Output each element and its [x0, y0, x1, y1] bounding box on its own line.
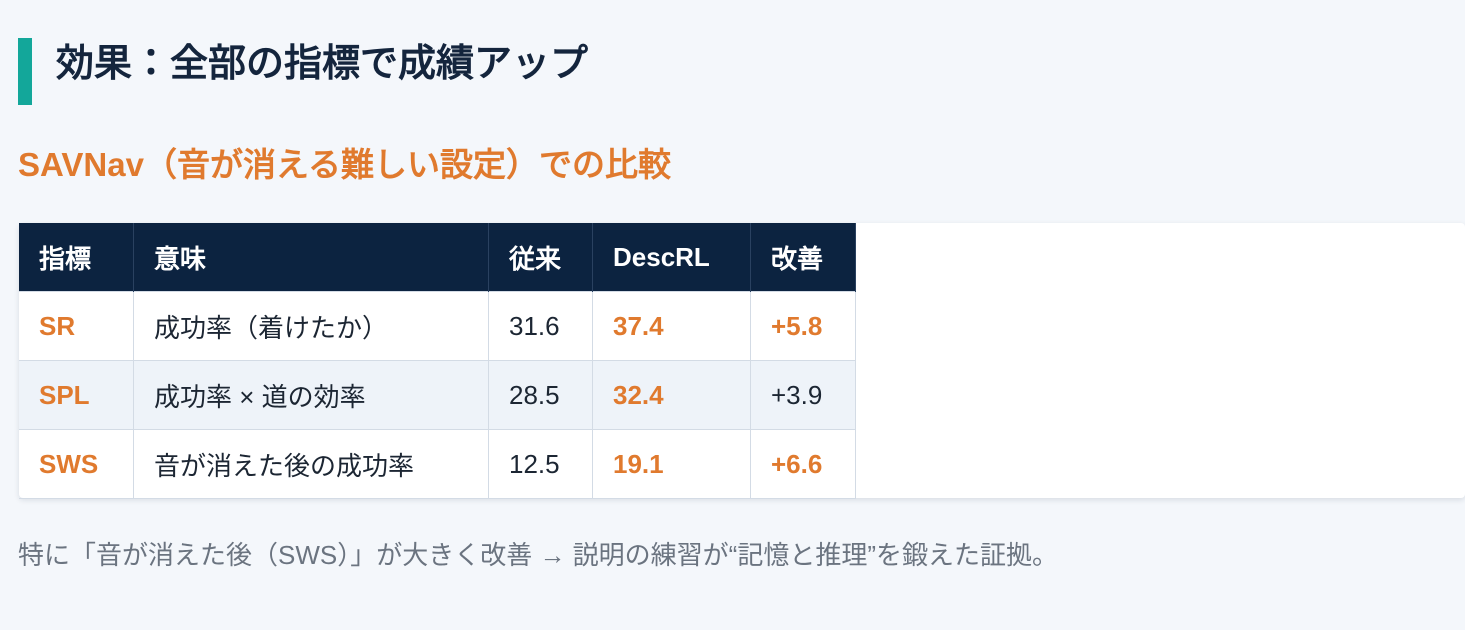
cell: 成功率 × 道の効率 — [133, 360, 489, 430]
row: SWS 音が消えた後の成功率 12.5 19.1 +6.6 — [19, 429, 856, 499]
cell: 32.4 — [592, 360, 751, 430]
cell: +5.8 — [750, 291, 856, 361]
cell: 28.5 — [488, 360, 593, 430]
cell: +3.9 — [750, 360, 856, 430]
title: 効果：全部の指標で成績アップ — [56, 43, 589, 85]
column-header: 意味 — [133, 223, 489, 292]
cell: 31.6 — [488, 291, 593, 361]
column-header: 指標 — [19, 223, 134, 292]
cell: +6.6 — [750, 429, 856, 499]
accent-bar — [18, 38, 32, 105]
cell: 19.1 — [592, 429, 751, 499]
cell: SPL — [19, 360, 134, 430]
cell: 37.4 — [592, 291, 751, 361]
column-header: DescRL — [592, 223, 751, 292]
column-header: 改善 — [750, 223, 856, 292]
table-card: 指標 意味 従来 DescRL 改善 SR 成功率（着けたか） 31.6 37.… — [19, 223, 1465, 499]
subtitle: SAVNav（音が消える難しい設定）での比較 — [18, 146, 671, 183]
header-row: 指標 意味 従来 DescRL 改善 — [19, 223, 856, 292]
cell: SR — [19, 291, 134, 361]
row: SR 成功率（着けたか） 31.6 37.4 +5.8 — [19, 291, 856, 361]
cell: 12.5 — [488, 429, 593, 499]
row: SPL 成功率 × 道の効率 28.5 32.4 +3.9 — [19, 360, 856, 430]
cell: 成功率（着けたか） — [133, 291, 489, 361]
column-header: 従来 — [488, 223, 593, 292]
cell: SWS — [19, 429, 134, 499]
table: 指標 意味 従来 DescRL 改善 SR 成功率（着けたか） 31.6 37.… — [19, 223, 856, 499]
note: 特に「音が消えた後（SWS）」が大きく改善 → 説明の練習が“記憶と推理”を鍛え… — [18, 540, 1058, 570]
cell: 音が消えた後の成功率 — [133, 429, 489, 499]
